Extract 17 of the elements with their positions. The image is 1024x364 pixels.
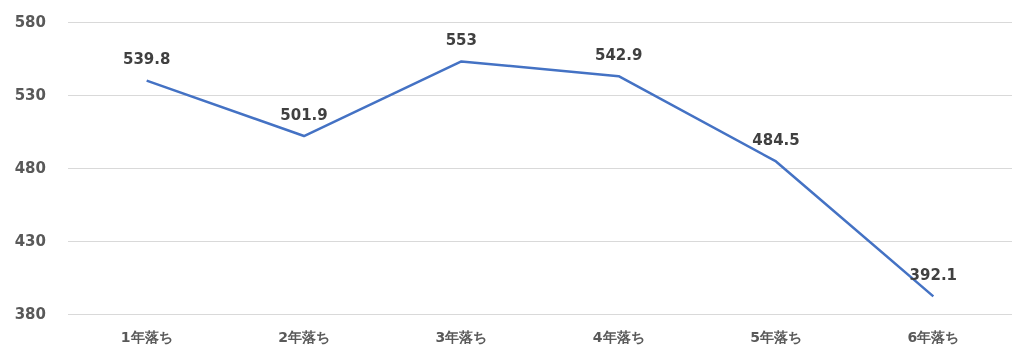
y-tick-label: 380 <box>14 305 46 323</box>
data-label: 539.8 <box>122 50 171 69</box>
x-tick-label: 5年落ち <box>750 329 802 345</box>
x-tick-label: 4年落ち <box>592 329 645 345</box>
x-tick-label: 6年落ち <box>907 329 960 345</box>
y-tick-label: 580 <box>14 13 46 31</box>
x-tick-label: 1年落ち <box>120 329 173 345</box>
x-tick-label: 2年落ち <box>278 329 330 345</box>
data-label: 553 <box>445 30 477 49</box>
data-label: 501.9 <box>280 105 328 124</box>
data-label: 392.1 <box>909 265 958 284</box>
y-tick-label: 530 <box>14 86 46 104</box>
x-tick-label: 3年落ち <box>435 329 488 345</box>
y-tick-label: 480 <box>14 159 46 177</box>
y-tick-label: 430 <box>14 232 46 250</box>
data-label: 484.5 <box>752 130 800 149</box>
data-label: 542.9 <box>594 45 643 64</box>
